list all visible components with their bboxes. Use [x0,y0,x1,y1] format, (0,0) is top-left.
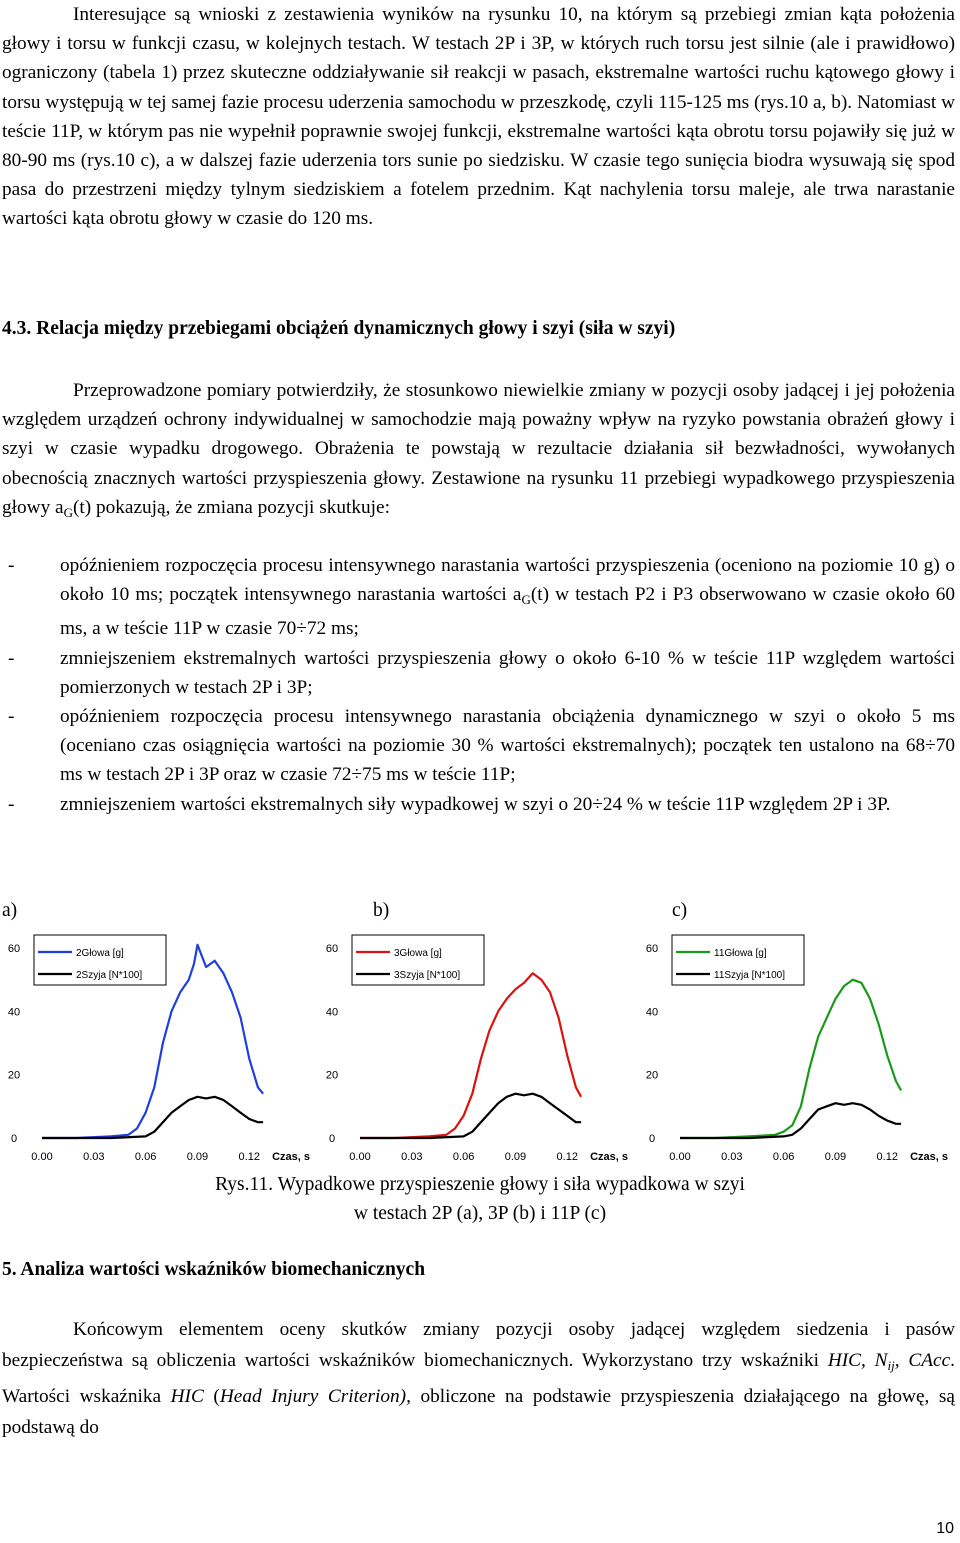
legend-entry: 2Szyja [N*100] [76,970,142,981]
list-item: - zmniejszeniem ekstremalnych wartości p… [2,644,955,702]
y-tick-label: 60 [646,943,658,955]
legend-entry: 2Głowa [g] [76,948,124,959]
x-tick-label: 0.00 [349,1151,370,1163]
chart-3p: 0 20 40 60 0.00 0.03 0.06 0.09 0.12 Czas, s 3Głowa… [326,934,628,1163]
section-heading-5: 5. Analiza wartości wskaźników biomechan… [2,1259,426,1280]
legend-box [351,934,485,986]
x-tick-label: 0.03 [401,1151,422,1163]
paragraph-measurements: Przeprowadzone pomiary potwierdziły, że … [2,376,955,527]
x-tick-label: 0.09 [187,1151,208,1163]
x-tick-label: 0.09 [505,1151,526,1163]
x-tick-label: 0.00 [31,1151,52,1163]
y-tick-label: 60 [8,943,20,955]
x-tick-label: 0.12 [239,1151,260,1163]
x-tick-label: 0.06 [773,1151,794,1163]
caption-line: w testach 2P (a), 3P (b) i 11P (c) [353,1203,607,1224]
y-tick-label: 0 [329,1133,335,1145]
x-axis-label: Czas, s [910,1151,948,1163]
list-dash: - [8,647,15,669]
paragraph-text: . Wartości wskaźnika [2,1350,955,1407]
caption-line: Rys.11. Wypadkowe przyspieszenie głowy i… [215,1174,745,1195]
list-item-text: zmniejszeniem wartości ekstremalnych sił… [60,793,891,815]
y-tick-label: 60 [326,943,338,955]
paragraph-text: (t) pokazują, że zmiana pozycji skutkuje… [72,496,390,518]
y-tick-label: 0 [649,1133,655,1145]
y-tick-label: 20 [8,1070,20,1082]
chart-2p: 0 20 40 60 0.00 0.03 0.06 0.09 0.12 Czas, s 2Głowa… [8,934,310,1163]
list-item: - opóźnieniem rozpoczęcia procesu intens… [2,551,955,644]
paragraph-text: Końcowym elementem oceny skutków zmiany … [2,1319,955,1371]
paragraph-text: Przeprowadzone pomiary potwierdziły, że … [2,380,955,518]
subscript: G [521,592,531,608]
x-tick-label: 0.06 [135,1151,156,1163]
series-line [42,1095,264,1140]
subscript: G [63,504,73,520]
legend: 2Głowa [g] 2Szyja [N*100] [33,934,167,986]
x-axis-label: Czas, s [590,1151,628,1163]
legend: 3Głowa [g] 3Szyja [N*100] [351,934,485,986]
legend-entry: 3Szyja [N*100] [394,970,460,981]
list-dash: - [8,706,15,728]
panel-label-c: c) [672,900,688,921]
list-item: - zmniejszeniem wartości ekstremalnych s… [2,790,955,819]
series-line [680,1102,902,1140]
x-tick-label: 0.00 [669,1151,690,1163]
list-dash: - [8,555,15,576]
x-axis-label: Czas, s [272,1151,310,1163]
paragraph-text: Interesujące są wnioski z zestawienia wy… [2,4,955,230]
hic-definition: Head Injury Criterion), [219,1386,411,1407]
effects-list: - opóźnieniem rozpoczęcia procesu intens… [2,551,955,819]
panel-label-a: a) [2,900,18,921]
list-item: - opóźnieniem rozpoczęcia procesu intens… [2,702,955,790]
paragraph-text: obliczone na podstawie przyspieszenia dz… [2,1386,955,1438]
series-line [42,943,264,1140]
y-tick-label: 40 [326,1006,338,1018]
x-tick-label: 0.06 [453,1151,474,1163]
list-item-text: opóźnieniem rozpoczęcia procesu intensyw… [60,555,955,606]
y-tick-label: 40 [8,1006,20,1018]
list-item-text: zmniejszeniem ekstremalnych wartości prz… [60,647,955,698]
formula: , CAcc [894,1350,951,1371]
series-line [360,1092,582,1140]
x-tick-label: 0.03 [83,1151,104,1163]
y-tick-label: 40 [646,1006,658,1018]
x-tick-label: 0.12 [557,1151,578,1163]
section-heading-4-3: 4.3. Relacja między przebiegami obciążeń… [2,318,676,339]
paragraph-biomechanical: Końcowym elementem oceny skutków zmiany … [2,1314,955,1443]
legend-box [671,934,805,986]
x-tick-label: 0.12 [877,1151,898,1163]
formula-subscript: ij [887,1358,895,1373]
x-tick-label: 0.09 [825,1151,846,1163]
legend-box [33,934,167,986]
panel-label-b: b) [373,900,390,921]
list-item-text: opóźnieniem rozpoczęcia procesu intensyw… [60,706,955,786]
y-tick-label: 0 [11,1133,17,1145]
legend-entry: 11Głowa [g] [714,948,767,959]
paragraph-text: ( [203,1386,220,1407]
hic-term: HIC [170,1386,204,1407]
figure-caption: Rys.11. Wypadkowe przyspieszenie głowy i… [0,1170,960,1228]
y-tick-label: 20 [646,1070,658,1082]
series-line [360,972,583,1140]
legend-entry: 3Głowa [g] [394,948,442,959]
x-tick-label: 0.03 [721,1151,742,1163]
legend-entry: 11Szyja [N*100] [714,970,785,981]
list-item-text: (t) w testach P2 i P3 obserwowano w czas… [60,584,955,640]
series-line [680,978,903,1140]
paragraph-head-torso-angles: Interesujące są wnioski z zestawienia wy… [2,0,955,234]
y-tick-label: 20 [326,1070,338,1082]
legend: 11Głowa [g] 11Szyja [N*100] [671,934,805,986]
list-dash: - [8,793,15,815]
formula: HIC, N [827,1350,888,1371]
chart-11p: 0 20 40 60 0.00 0.03 0.06 0.09 0.12 Czas, s 11Głow… [646,934,948,1163]
page-number: 10 [936,1520,954,1537]
